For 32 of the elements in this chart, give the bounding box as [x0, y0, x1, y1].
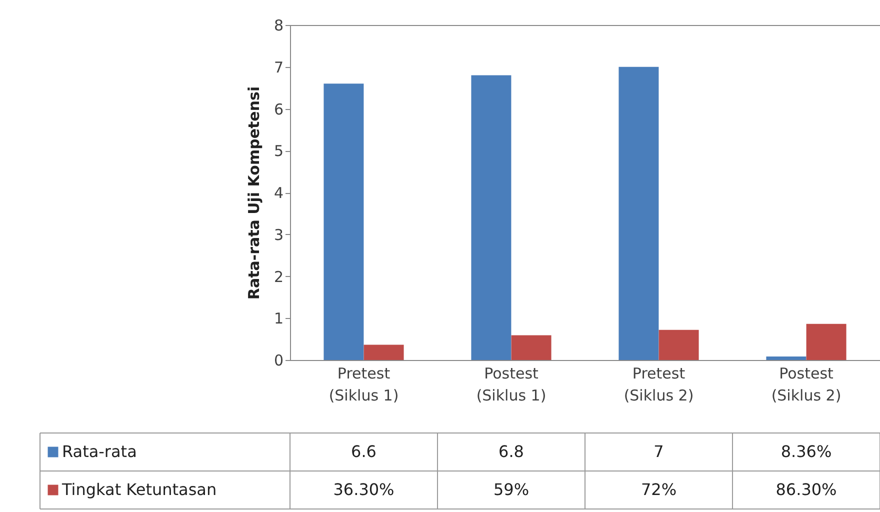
data-label: 6.6	[351, 442, 376, 461]
y-axis-title: Rata-rata Uji Kompetensi	[244, 86, 263, 300]
x-tick-label: Postest (Siklus 2)	[771, 364, 842, 404]
y-tick-label: 0	[274, 352, 284, 370]
y-tick-label: 6	[274, 100, 284, 118]
y-tick-label: 4	[274, 184, 284, 202]
y-tick-label: 7	[274, 58, 284, 76]
data-label: 7	[654, 442, 664, 461]
y-tick-label: 2	[274, 268, 284, 286]
x-tick-label: Postest (Siklus 1)	[476, 364, 546, 404]
bar	[324, 84, 364, 360]
bar	[766, 356, 806, 360]
data-label: 86.30%	[776, 480, 837, 499]
bar	[658, 330, 699, 360]
bar	[471, 75, 512, 360]
data-label: 59%	[493, 480, 530, 499]
y-tick-label: 8	[274, 16, 284, 34]
data-label: 36.30%	[333, 480, 394, 499]
x-tick-label: Pretest (Siklus 1)	[328, 364, 399, 404]
data-label: 72%	[640, 480, 677, 499]
bar	[364, 344, 404, 360]
bar	[511, 335, 552, 360]
y-tick-label: 5	[274, 142, 284, 160]
y-tick-label: 3	[274, 226, 284, 244]
y-tick-label: 1	[274, 310, 284, 328]
x-tick-label: Pretest (Siklus 2)	[624, 364, 694, 404]
bar	[806, 324, 846, 360]
legend-label: Tingkat Ketuntasan	[61, 480, 217, 499]
data-label: 6.8	[498, 442, 524, 461]
legend-label: Rata-rata	[62, 442, 137, 461]
data-label: 8.36%	[780, 442, 832, 461]
bar	[618, 66, 659, 360]
